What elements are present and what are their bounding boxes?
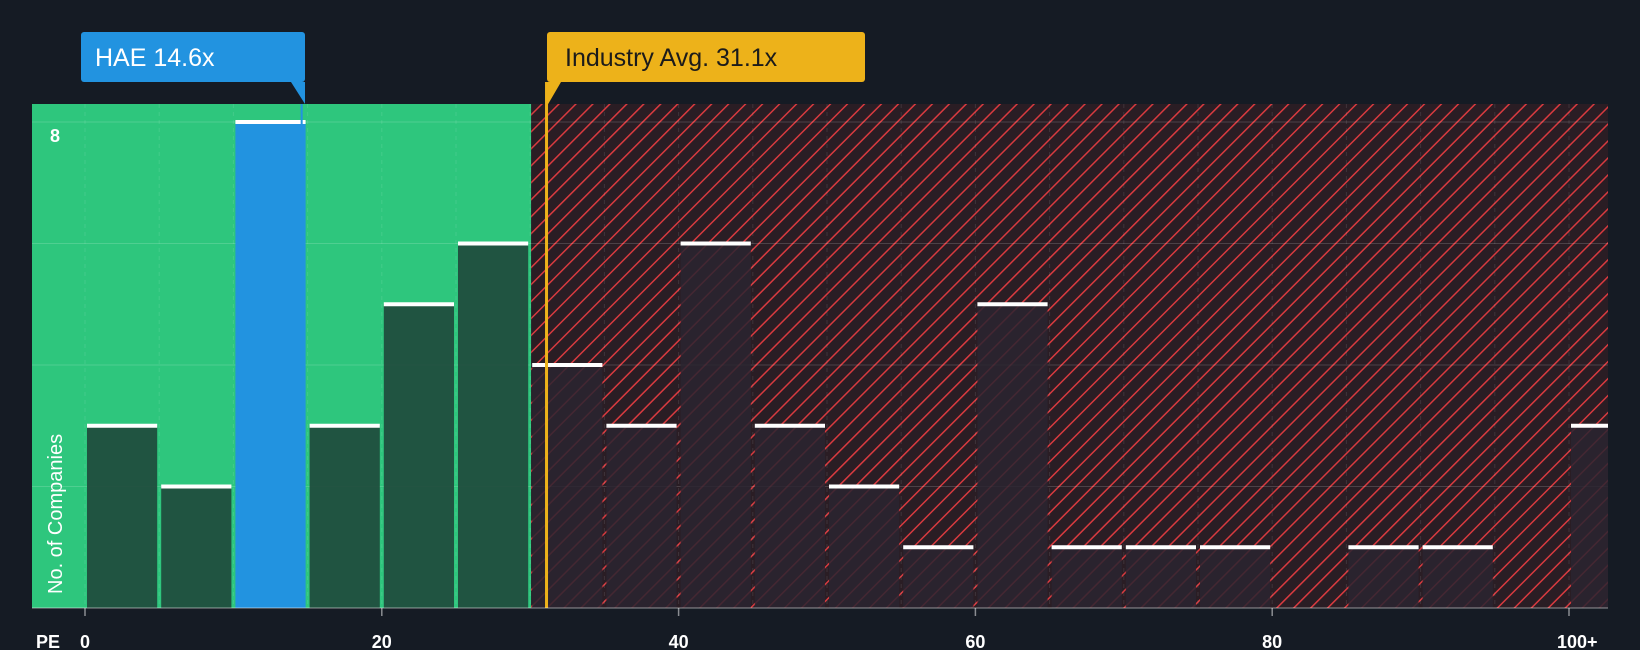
gridlines	[32, 104, 1608, 608]
x-tick-label: 60	[965, 632, 985, 650]
bar-cap	[532, 363, 603, 367]
y-axis: No. of Companies 8	[45, 126, 67, 594]
bar-cap	[903, 545, 974, 550]
bar-cap	[383, 302, 454, 307]
y-tick-label: 8	[50, 126, 60, 146]
bar	[161, 486, 232, 608]
bar-cap	[680, 241, 751, 246]
y-axis-title: No. of Companies	[45, 434, 67, 594]
bar	[458, 243, 529, 608]
x-tick-label: 40	[669, 632, 689, 650]
bar-cap	[829, 484, 900, 489]
bar	[977, 304, 1048, 608]
x-tick-label: 20	[372, 632, 392, 650]
industry-average-label: Industry Avg. 31.1x	[565, 44, 778, 72]
x-axis-title: PE	[36, 632, 60, 650]
bar	[532, 365, 603, 608]
bar	[87, 425, 158, 608]
bar	[1051, 547, 1122, 608]
bar-cap	[1422, 545, 1493, 550]
company-callout: HAE 14.6x	[81, 32, 305, 104]
bar-cap	[87, 423, 158, 428]
bar	[1200, 547, 1271, 608]
x-tick-label: 0	[80, 632, 90, 650]
company-callout-pointer	[291, 82, 305, 104]
bar	[1348, 547, 1419, 608]
bar-cap	[235, 120, 306, 124]
bar	[1571, 425, 1608, 608]
x-tick-label: 80	[1262, 632, 1282, 650]
bar-cap	[1051, 545, 1122, 550]
histogram-bars	[87, 120, 1608, 608]
bar-cap	[1571, 423, 1608, 428]
bar	[680, 243, 751, 608]
bar-cap	[754, 423, 825, 428]
x-tick-label: 100+	[1557, 632, 1598, 650]
company-callout-box	[81, 32, 305, 82]
bar	[829, 486, 900, 608]
bar	[754, 425, 825, 608]
company-label: HAE 14.6x	[95, 44, 215, 72]
bar-cap	[309, 423, 380, 428]
marker-lines	[300, 82, 549, 608]
bar	[1125, 547, 1196, 608]
industry-callout-box	[547, 32, 865, 82]
bar	[606, 425, 677, 608]
industry-callout-pointer	[547, 82, 561, 106]
bar	[383, 304, 454, 608]
bar-cap	[977, 302, 1048, 307]
bar-cap	[458, 241, 529, 246]
bar-cap	[1348, 545, 1419, 550]
bar-cap	[1125, 545, 1196, 550]
bar-cap	[606, 423, 677, 428]
x-axis: PE 0 20 40 60 80 100+	[32, 607, 1608, 650]
bar	[903, 547, 974, 608]
industry-average-callout: Industry Avg. 31.1x	[547, 32, 865, 106]
bar-cap	[1200, 545, 1271, 550]
bar	[235, 122, 306, 608]
bar-cap	[161, 484, 232, 489]
bar	[1422, 547, 1493, 608]
bar	[309, 425, 380, 608]
